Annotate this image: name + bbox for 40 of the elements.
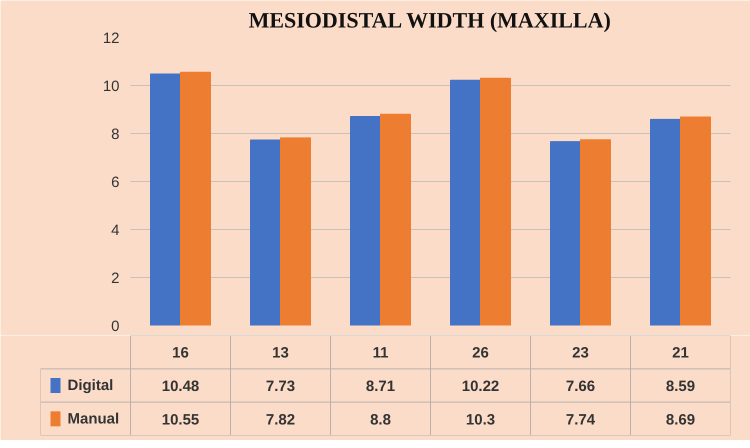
bar [580, 139, 611, 326]
data-label: 7.66 [566, 378, 596, 395]
data-label: 7.74 [566, 411, 596, 428]
y-tick-label: 10 [102, 78, 120, 95]
bar [650, 118, 681, 326]
x-tick-label: 13 [272, 344, 289, 362]
bar [350, 116, 381, 326]
x-tick-label: 23 [572, 344, 589, 362]
data-label: 10.3 [466, 411, 496, 428]
y-tick-label: 12 [102, 30, 120, 47]
y-tick-label: 4 [111, 222, 120, 239]
data-label: 7.73 [266, 378, 296, 395]
bar [180, 72, 211, 326]
chart-title: MESIODISTAL WIDTH (MAXILLA) [248, 8, 611, 32]
data-label: 10.22 [462, 378, 500, 395]
y-tick-label: 0 [111, 318, 120, 335]
x-tick-label: 16 [172, 344, 189, 362]
bar [450, 80, 481, 326]
data-label: 8.8 [370, 411, 391, 428]
y-tick-label: 2 [111, 270, 120, 287]
x-tick-label: 11 [372, 344, 388, 362]
data-label: 8.59 [666, 378, 696, 395]
bar [550, 141, 581, 326]
x-tick-label: 21 [672, 344, 689, 362]
data-label: 8.71 [366, 378, 396, 395]
bar [250, 139, 281, 326]
bar [480, 78, 511, 326]
data-label: 7.82 [266, 411, 296, 428]
data-label: 8.69 [666, 411, 696, 428]
bar [680, 116, 711, 326]
legend-label: Digital [68, 377, 114, 394]
bar [280, 137, 311, 326]
bar [150, 73, 181, 326]
x-tick-label: 26 [472, 344, 489, 362]
y-tick-label: 6 [111, 174, 120, 191]
bar [380, 114, 411, 326]
y-tick-label: 8 [111, 126, 120, 143]
legend-label: Manual [68, 410, 120, 428]
data-label: 10.48 [162, 378, 200, 395]
data-label: 10.55 [162, 411, 200, 428]
